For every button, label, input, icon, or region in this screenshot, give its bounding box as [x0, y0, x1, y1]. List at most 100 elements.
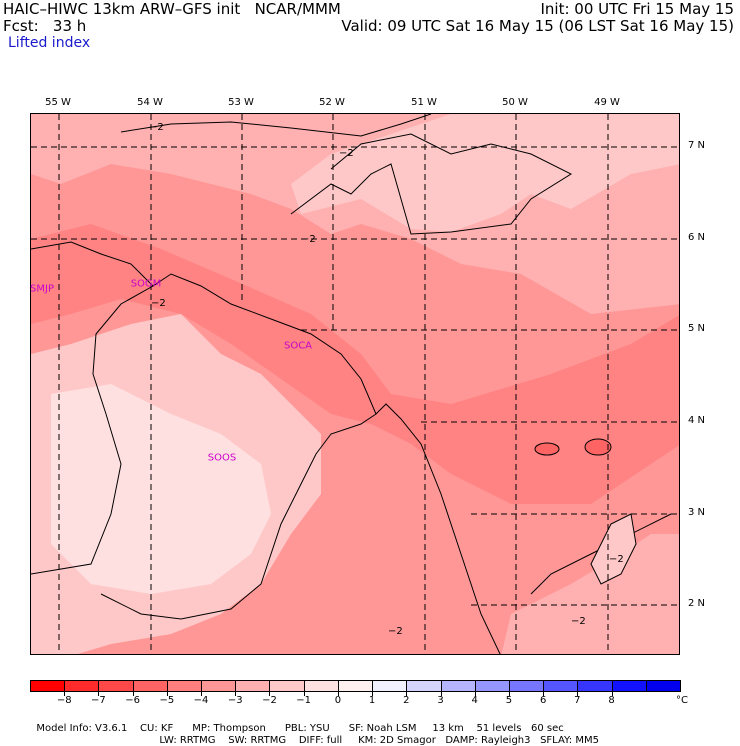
lon-label-49w: 49 W — [594, 97, 620, 108]
lon-label-53w: 53 W — [228, 97, 254, 108]
legend-tick — [474, 692, 476, 696]
field-dark-cell-1 — [534, 442, 560, 456]
lat-label-3n: 3 N — [688, 507, 706, 518]
legend-swatch — [30, 680, 66, 692]
field-lightest-interior — [51, 384, 271, 594]
station-smjp: SMJP — [30, 283, 54, 295]
legend-swatch — [577, 680, 613, 692]
legend-tick-label: 8 — [608, 695, 615, 706]
legend-tick — [440, 692, 442, 696]
legend-swatch — [440, 680, 476, 692]
legend-swatch — [645, 680, 681, 692]
legend-tick-label: 0 — [334, 695, 342, 706]
field-name: Lifted index — [8, 35, 91, 51]
legend-tick-label: 2 — [403, 695, 410, 706]
footer-levels: 51 levels — [476, 723, 522, 734]
contour-north — [120, 114, 432, 137]
coastline — [31, 241, 501, 654]
lat-label-5n: 5 N — [688, 323, 706, 334]
field-light-southeast — [501, 534, 679, 654]
contour-southeast-cell — [590, 513, 637, 585]
contour-label: −2 — [149, 122, 164, 133]
contour-label: −2 — [151, 298, 166, 309]
legend-tick-label: −2 — [262, 695, 277, 706]
station-sogm: SOGM — [130, 278, 162, 290]
lat-label-6n: 6 N — [688, 232, 706, 243]
lon-label-51w: 51 W — [411, 97, 437, 108]
contour-label: −2 — [388, 626, 403, 637]
legend-swatch — [508, 680, 545, 692]
lon-label-50w: 50 W — [502, 97, 528, 108]
station-soos: SOOS — [207, 452, 237, 464]
footer-resolution: 13 km — [432, 723, 464, 734]
contour-northeast — [290, 133, 573, 235]
legend-tick — [201, 692, 203, 696]
legend-tick-label: 1 — [368, 695, 376, 706]
footer-damp: DAMP: Rayleigh3 — [445, 735, 531, 746]
contour-label: −2 — [609, 554, 624, 565]
footer-sflay: SFLAY: MM5 — [540, 735, 599, 746]
lat-label-4n: 4 N — [688, 415, 706, 426]
lat-label-2n: 2 N — [688, 598, 706, 609]
legend-tick-label: −4 — [193, 695, 209, 706]
legend-swatch — [303, 680, 339, 692]
contour-label: −2 — [571, 616, 586, 627]
legend-tick-label: 4 — [471, 695, 478, 706]
lifted-index-map: −2 −2 −2 −2 −2 −2 −2 — [30, 113, 680, 655]
legend-swatch — [235, 680, 271, 692]
graticule — [31, 114, 679, 654]
field-dark-cell-2 — [584, 438, 612, 456]
field-lighter-northeast — [291, 114, 679, 232]
legend-swatch — [372, 680, 408, 692]
footer-mp: MP: Thompson — [192, 723, 266, 734]
legend-swatch — [269, 680, 305, 692]
valid-time: Valid: 09 UTC Sat 16 May 15 (06 LST Sat … — [341, 17, 734, 35]
legend-tick — [577, 692, 579, 696]
lon-label-55w: 55 W — [45, 97, 71, 108]
legend-tick — [303, 692, 305, 696]
border-suriname-west — [31, 285, 154, 575]
footer-line-1: Model Info: V3.6.1 CU: KF MP: Thompson P… — [30, 712, 563, 734]
legend-tick — [543, 692, 545, 696]
legend-tick — [64, 692, 66, 696]
legend-tick-label: −7 — [91, 695, 106, 706]
legend-tick — [269, 692, 271, 696]
legend-tick-label: −3 — [227, 695, 243, 706]
footer-model-info: Model Info: V3.6.1 — [36, 723, 128, 734]
legend-swatch — [166, 680, 203, 692]
legend-tick — [166, 692, 168, 696]
field-dark-band — [31, 224, 679, 504]
legend-unit: °C — [676, 695, 688, 706]
legend-swatch — [474, 680, 510, 692]
legend-tick-label: −6 — [125, 695, 140, 706]
legend-tick-label: 5 — [505, 695, 513, 706]
legend-tick-label: −1 — [296, 695, 312, 706]
legend-swatch — [611, 680, 647, 692]
legend-tick — [98, 692, 100, 696]
init-time: Init: 00 UTC Fri 15 May 15 — [540, 0, 734, 18]
legend-tick — [508, 692, 510, 696]
contour-label: −2 — [301, 234, 316, 245]
legend-tick-label: 3 — [437, 695, 444, 706]
legend-tick-label: −8 — [56, 695, 72, 706]
legend-tick — [235, 692, 237, 696]
lon-label-52w: 52 W — [319, 97, 345, 108]
legend-swatch — [201, 680, 237, 692]
lat-label-7n: 7 N — [688, 140, 706, 151]
footer-lw: LW: RRTMG — [159, 735, 216, 746]
legend-tick — [611, 692, 613, 696]
footer-cu: CU: KF — [140, 723, 174, 734]
border-french-guiana-south — [100, 413, 377, 620]
lon-label-54w: 54 W — [137, 97, 163, 108]
legend-tick — [406, 692, 408, 696]
footer-km: KM: 2D Smagor — [358, 735, 436, 746]
footer-sf: SF: Noah LSM — [348, 723, 417, 734]
legend-swatch — [98, 680, 134, 692]
model-title: HAIC–HIWC 13km ARW–GFS init NCAR/MMM — [3, 0, 341, 18]
station-soca: SOCA — [283, 340, 313, 352]
legend-tick-label: 7 — [574, 695, 581, 706]
footer-diff: DIFF: full — [298, 735, 343, 746]
legend-swatch — [64, 680, 100, 692]
legend-tick — [132, 692, 134, 696]
legend-tick-label: 6 — [539, 695, 547, 706]
